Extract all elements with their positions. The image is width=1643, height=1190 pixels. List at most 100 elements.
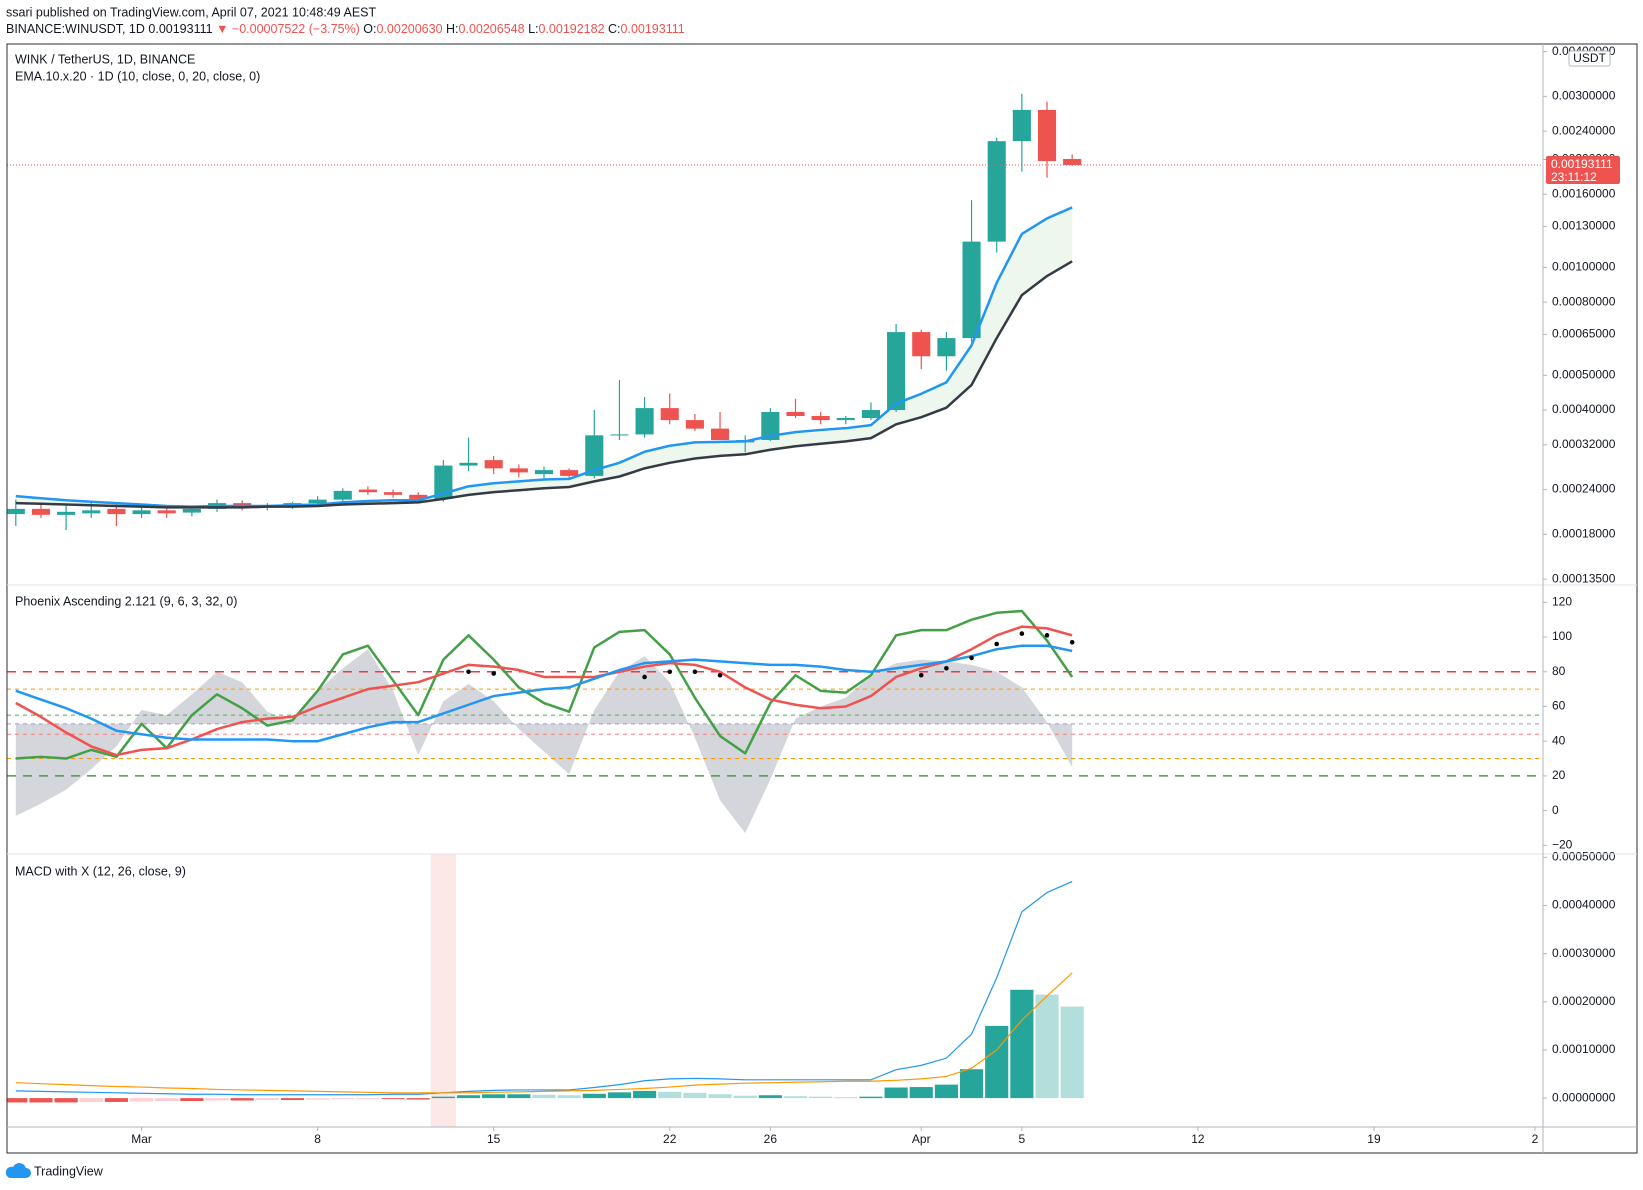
candle-body — [610, 434, 629, 436]
candle-body — [384, 492, 403, 495]
histogram-bar — [934, 1084, 958, 1099]
histogram-bar — [54, 1098, 78, 1103]
macd-line — [15, 972, 1073, 1094]
low: 0.00192182 — [539, 22, 605, 36]
histogram-bar — [155, 1098, 179, 1101]
y-tick-label: 0.00018000 — [1552, 527, 1616, 541]
change: −0.00007522 (−3.75%) — [232, 22, 360, 36]
signal-dot — [466, 669, 471, 675]
histogram-bar — [129, 1098, 154, 1102]
y-tick-label: 0.00020000 — [1552, 994, 1616, 1008]
candle-body — [937, 338, 956, 357]
histogram-bar — [507, 1094, 531, 1099]
candle-body — [1063, 159, 1082, 165]
histogram-bar — [255, 1098, 279, 1101]
candle-body — [31, 508, 51, 515]
y-tick-label: 0.00080000 — [1552, 294, 1616, 308]
histogram-bar — [884, 1087, 908, 1099]
currency-box — [1568, 50, 1611, 67]
candle-body — [836, 418, 855, 421]
histogram-bar — [381, 1098, 405, 1100]
candle-body — [585, 435, 604, 476]
x-tick-label: 19 — [1367, 1132, 1381, 1146]
y-tick-label: 40 — [1552, 733, 1566, 747]
x-tick-label: 2 — [1532, 1132, 1539, 1146]
histogram-bar — [859, 1096, 883, 1099]
histogram-bar — [758, 1095, 782, 1099]
histogram-bar — [406, 1098, 430, 1100]
candle-body — [509, 468, 528, 473]
y-tick-label: 0.00000000 — [1552, 1090, 1616, 1104]
footer-logo — [5, 1163, 31, 1178]
candle-body — [786, 411, 805, 416]
candle-body — [157, 510, 176, 514]
y-tick-label: 0.00040000 — [1552, 402, 1616, 416]
candle-body — [434, 465, 453, 499]
histogram-bar — [708, 1094, 732, 1099]
candle-body — [358, 489, 377, 493]
publish-line: ssari published on TradingView.com, Apri… — [6, 5, 377, 19]
candle-body — [710, 428, 730, 440]
candle-body — [987, 141, 1006, 242]
histogram-bar — [985, 1025, 1009, 1099]
y-tick-label: 0.00030000 — [1552, 946, 1616, 960]
close: 0.00193111 — [621, 22, 685, 36]
candle-body — [132, 510, 151, 515]
quote-line: BINANCE:WINUSDT, 1D 0.00193111 ▼ −0.0000… — [6, 22, 685, 36]
countdown: 23:11:12 — [1551, 170, 1597, 184]
histogram-bar — [29, 1098, 53, 1103]
signal-dot — [944, 666, 949, 671]
y-tick-label: 120 — [1552, 595, 1572, 609]
open-label: O: — [363, 22, 376, 36]
histogram-bar — [834, 1097, 858, 1099]
y-tick-label: 0.00130000 — [1552, 219, 1616, 233]
indicator-title: MACD with X (12, 26, close, 9) — [15, 864, 186, 878]
histogram-bar — [482, 1094, 506, 1099]
x-tick-label: Apr — [912, 1132, 931, 1146]
signal-dot — [918, 672, 924, 678]
histogram-bar — [1010, 989, 1034, 1099]
last-price-label: 0.00193111 — [1551, 157, 1613, 171]
histogram-bar — [633, 1090, 657, 1099]
x-tick-label: 26 — [764, 1132, 778, 1146]
histogram-bar — [205, 1098, 229, 1101]
candle-body — [308, 499, 327, 504]
histogram-bar — [959, 1069, 984, 1099]
candle-body — [861, 410, 881, 419]
candle-body — [685, 420, 704, 429]
histogram-bar — [607, 1092, 632, 1099]
candle-body — [560, 470, 579, 476]
candle-body — [1012, 109, 1031, 142]
histogram-bar — [809, 1096, 833, 1099]
signal-dot — [491, 671, 496, 676]
x-tick-label: 15 — [487, 1132, 501, 1146]
histogram-bar — [532, 1094, 556, 1099]
y-tick-label: 20 — [1552, 768, 1566, 782]
histogram-bar — [1060, 1006, 1084, 1099]
y-tick-label: 0.00040000 — [1552, 898, 1616, 912]
candle-body — [534, 470, 554, 475]
candle-body — [107, 508, 126, 515]
symbol: BINANCE:WINUSDT, 1D — [6, 22, 145, 36]
pane-title: WINK / TetherUS, 1D, BINANCE — [15, 52, 195, 66]
oscillator-line — [15, 644, 1073, 743]
candle-body — [660, 408, 679, 421]
candle-body — [333, 490, 352, 500]
histogram-bar — [456, 1095, 481, 1099]
brand: TradingView — [34, 1164, 104, 1178]
histogram-bar — [331, 1098, 355, 1100]
indicator-title: EMA.10.x.20 · 1D (10, close, 0, 20, clos… — [15, 69, 260, 83]
price: 0.00193111 — [148, 22, 212, 36]
candle-body — [912, 332, 931, 357]
histogram-bar — [7, 1098, 28, 1103]
logo-icon — [5, 1163, 31, 1178]
oscillator-area — [15, 649, 1073, 834]
chart-border — [6, 43, 1638, 1154]
histogram-bar — [733, 1095, 757, 1099]
histogram-bar — [104, 1098, 128, 1102]
highlight — [430, 854, 456, 1127]
histogram-bar — [557, 1095, 581, 1099]
